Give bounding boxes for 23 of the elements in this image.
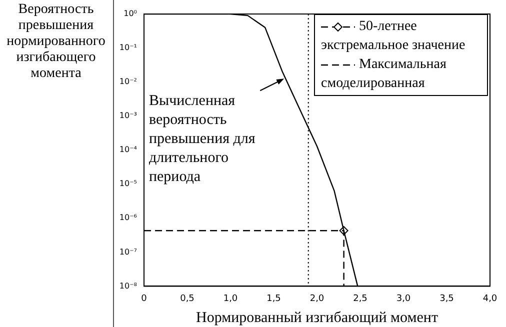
x-tick-label: 0 [141, 294, 148, 304]
x-tick-label: 0,5 [180, 294, 194, 304]
y-tick-label: 10⁻³ [119, 111, 137, 120]
y-tick-label: 10⁻⁶ [119, 213, 137, 222]
x-tick-label: 1,0 [223, 294, 238, 304]
legend-label: Максимальная смоделированная [321, 56, 448, 93]
y-tick-label: 10⁻² [119, 77, 137, 86]
y-tick-label: 10⁻⁴ [119, 145, 137, 154]
y-tick-label: 10⁻¹ [119, 43, 137, 52]
x-tick-label: 4,0 [482, 294, 498, 304]
x-axis-title: Нормированный изгибающий момент [196, 310, 438, 326]
x-tick-label: 3,5 [440, 294, 454, 304]
y-tick-label: 10⁻⁸ [119, 281, 137, 290]
x-tick-label: 2,5 [353, 294, 368, 304]
y-tick-label: 10⁰ [124, 9, 137, 18]
x-tick-label: 3,0 [396, 294, 411, 304]
annotation: Вычисленная вероятность превышения для длительного периода [149, 92, 256, 187]
y-tick-label: 10⁻⁵ [119, 179, 137, 188]
x-tick-label: 1,5 [266, 294, 281, 304]
y-axis-title: Вероятность превышения нормированного изгибающего момента [6, 2, 106, 82]
legend-label: 50-летнее экстремальное значение [321, 18, 466, 55]
x-tick-label: 2,0 [310, 294, 324, 304]
y-tick-label: 10⁻⁷ [119, 247, 137, 256]
